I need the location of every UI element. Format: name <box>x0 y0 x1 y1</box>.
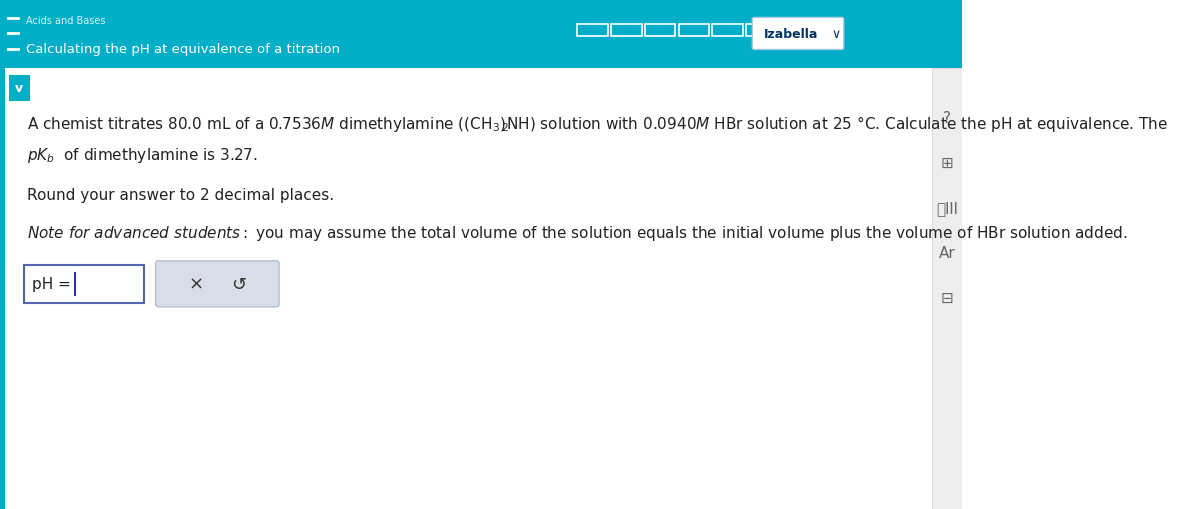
Text: ?: ? <box>943 111 952 126</box>
Text: v: v <box>16 82 23 95</box>
FancyBboxPatch shape <box>156 261 280 307</box>
FancyBboxPatch shape <box>752 18 844 50</box>
FancyBboxPatch shape <box>8 76 30 102</box>
FancyBboxPatch shape <box>932 69 962 509</box>
Text: ∨: ∨ <box>830 28 840 41</box>
Text: ⊟: ⊟ <box>941 291 954 306</box>
Text: ꞏlll: ꞏlll <box>936 201 958 216</box>
FancyBboxPatch shape <box>0 0 962 69</box>
Text: $p\mathit{K}_b$  of dimethylamine is 3.27.: $p\mathit{K}_b$ of dimethylamine is 3.27… <box>28 146 258 164</box>
Text: ×: × <box>188 275 204 293</box>
Text: 0/5: 0/5 <box>782 26 800 36</box>
Text: A chemist titrates 80.0 mL of a 0.7536$\mathit{M}$ dimethylamine $\left(\left(\m: A chemist titrates 80.0 mL of a 0.7536$\… <box>28 114 1169 133</box>
Text: $\it{Note\ for\ advanced\ students:}$ you may assume the total volume of the sol: $\it{Note\ for\ advanced\ students:}$ yo… <box>28 223 1128 242</box>
Text: Calculating the pH at equivalence of a titration: Calculating the pH at equivalence of a t… <box>25 43 340 56</box>
Text: ⊞: ⊞ <box>941 156 954 171</box>
Text: Izabella: Izabella <box>763 28 818 41</box>
FancyBboxPatch shape <box>0 69 5 509</box>
Text: Ar: Ar <box>938 246 955 261</box>
Text: Round your answer to 2 decimal places.: Round your answer to 2 decimal places. <box>28 187 335 203</box>
Text: Acids and Bases: Acids and Bases <box>25 16 106 25</box>
FancyBboxPatch shape <box>24 265 144 303</box>
Text: ↺: ↺ <box>232 275 246 293</box>
Text: pH =: pH = <box>32 277 76 292</box>
